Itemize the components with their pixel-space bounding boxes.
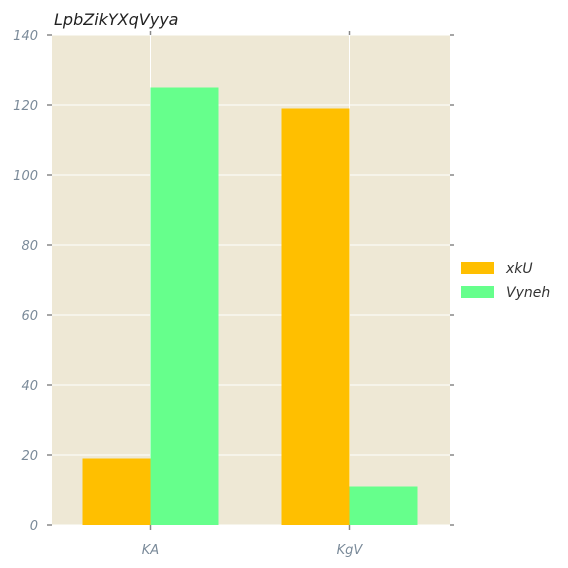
legend: xkU Vyneh	[461, 261, 550, 301]
chart-title: LpbZikYXqVyya	[54, 10, 178, 29]
y-tick-label: 40	[21, 379, 38, 394]
x-tick-label: KA	[142, 543, 159, 558]
legend-label-Vyneh: Vyneh	[506, 285, 550, 301]
bar-xkU-KA	[82, 458, 151, 525]
x-tick-label: KgV	[337, 543, 364, 558]
bar-xkU-KgV	[281, 108, 350, 525]
legend-label-xkU: xkU	[505, 261, 533, 277]
y-tick-label: 140	[13, 29, 38, 44]
axes: 0 20 40 60 80 100 120 140 KA KgV	[13, 29, 454, 558]
y-tick-label: 100	[13, 169, 38, 184]
plot-area	[52, 35, 450, 525]
y-tick-label: 20	[21, 449, 38, 464]
bars	[82, 87, 418, 525]
legend-swatch-xkU	[461, 262, 494, 274]
y-tick-label: 60	[21, 309, 38, 324]
y-tick-label: 0	[30, 519, 38, 534]
y-tick-label: 80	[21, 239, 38, 254]
y-tick-label: 120	[13, 99, 38, 114]
legend-swatch-Vyneh	[461, 286, 494, 298]
bar-Vyneh-KA	[150, 87, 219, 525]
bar-Vyneh-KgV	[349, 486, 418, 525]
